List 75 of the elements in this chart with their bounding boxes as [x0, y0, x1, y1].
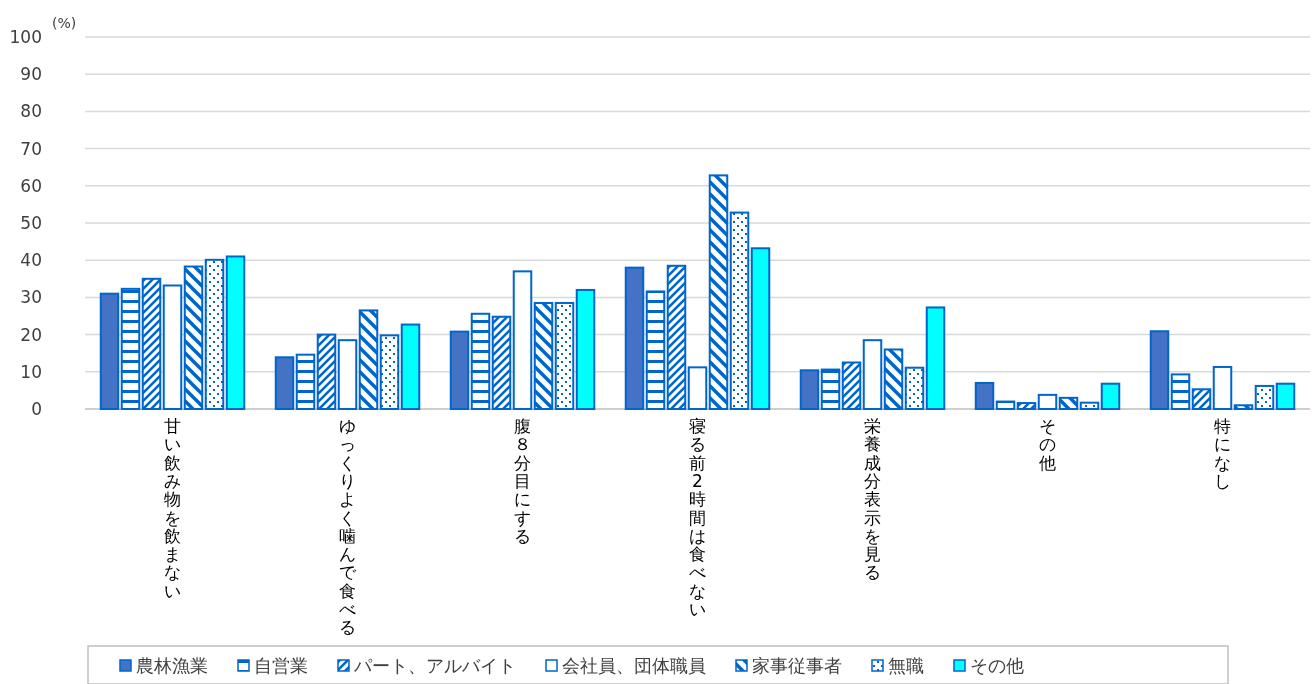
bar [358, 309, 379, 410]
bar [841, 361, 862, 410]
bar [141, 277, 162, 410]
bar [1079, 401, 1100, 410]
bar [799, 369, 820, 410]
bar [379, 334, 400, 410]
bar [162, 284, 183, 410]
bar [1170, 373, 1191, 410]
x-tick-label: 腹８分目にする [514, 416, 531, 546]
bar [925, 306, 946, 410]
bar [750, 247, 771, 410]
bar [183, 265, 204, 410]
bar [533, 301, 554, 410]
bar [575, 288, 596, 410]
bar [1191, 388, 1212, 410]
y-tick-label: 70 [20, 138, 42, 159]
bar [1149, 330, 1170, 410]
bar [1254, 384, 1275, 410]
bar [274, 356, 295, 410]
category-label: 寝る前2時間は食べない [689, 416, 706, 619]
legend-label: 家事従事者 [752, 655, 842, 676]
bar [554, 301, 575, 410]
bar [400, 323, 421, 410]
bar [904, 366, 925, 410]
y-tick-label: 100 [9, 27, 42, 47]
bar [1037, 393, 1058, 410]
bar [820, 368, 841, 410]
bar [687, 366, 708, 410]
bar [491, 315, 512, 410]
y-tick-label: 40 [20, 250, 42, 271]
bar [204, 258, 225, 410]
bar [449, 330, 470, 410]
bar [120, 287, 141, 410]
bar [645, 290, 666, 410]
bar [666, 264, 687, 410]
bar [225, 255, 246, 410]
y-tick-label: 10 [20, 361, 42, 382]
bar [995, 400, 1016, 410]
category-label: 甘い飲み物を飲まない [164, 416, 181, 601]
bar [1058, 396, 1079, 410]
bar [99, 292, 120, 410]
bar [470, 312, 491, 410]
y-tick-label: 0 [31, 399, 42, 419]
category-label: ゆっくりよく噛んで食べる [339, 416, 356, 638]
bar [862, 339, 883, 410]
x-tick-label: 特になし [1214, 416, 1231, 491]
bar [1233, 404, 1254, 410]
legend-label: パート、アルバイト [353, 655, 516, 676]
legend-label: その他 [970, 655, 1024, 676]
bar [883, 348, 904, 410]
y-tick-label: 30 [20, 287, 42, 308]
y-tick-label: 20 [20, 324, 42, 345]
bar [337, 339, 358, 410]
y-tick-label: 80 [20, 101, 42, 122]
bar [624, 266, 645, 410]
bar [1016, 402, 1037, 410]
bar [729, 211, 750, 410]
category-label: 栄養成分表示を見る [864, 416, 881, 583]
bar [1275, 382, 1296, 410]
legend-label: 無職 [888, 655, 924, 676]
y-tick-label: 90 [20, 64, 42, 85]
bar [1212, 365, 1233, 410]
bar [974, 381, 995, 410]
bar [708, 174, 729, 410]
legend-label: 会社員、団体職員 [562, 655, 706, 676]
y-tick-label: 50 [20, 213, 42, 233]
y-axis-title: (%) [52, 15, 77, 31]
bar [512, 270, 533, 410]
bar [316, 333, 337, 410]
x-tick-label: その他 [1039, 416, 1056, 473]
bar [1100, 382, 1121, 410]
bar [295, 353, 316, 410]
legend-label: 自営業 [254, 655, 308, 676]
y-tick-label: 60 [20, 175, 42, 196]
legend-label: 農林漁業 [136, 655, 208, 676]
